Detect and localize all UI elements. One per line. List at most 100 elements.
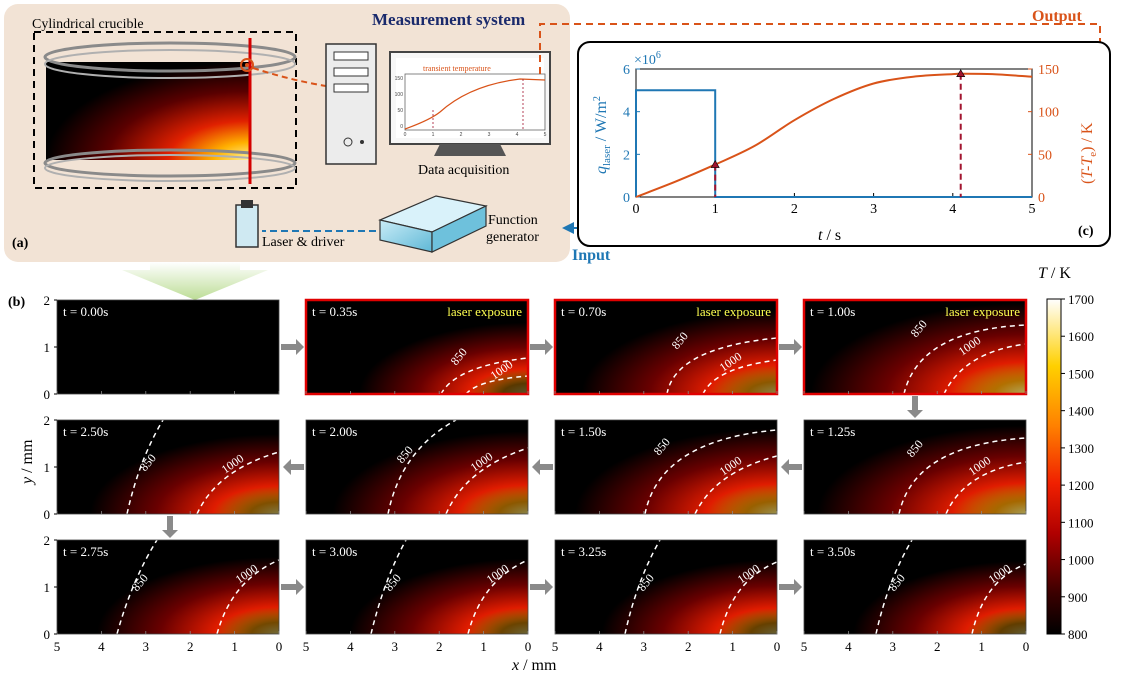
laser-device: [235, 200, 259, 248]
panel-a-label: (a): [12, 236, 29, 251]
y-tick-label: 1: [44, 580, 51, 595]
monitor-y-tick: 50: [397, 108, 403, 114]
monitor-x-tick: 1: [432, 132, 435, 138]
snapshot-time: t = 1.25s: [810, 424, 855, 439]
flow-arrow: [779, 579, 802, 595]
snapshot-time: t = 3.50s: [810, 544, 855, 559]
colorbar-tick-label: 1200: [1068, 478, 1094, 493]
heatmap-field: [306, 300, 528, 394]
contour-850: [370, 539, 407, 635]
x-tick-label: 1: [729, 639, 736, 654]
monitor-y-tick: 0: [400, 124, 403, 130]
x-tick-label: 4: [596, 639, 603, 654]
monitor-x-tick: 3: [488, 132, 491, 138]
right-tick-label: 150: [1038, 63, 1059, 78]
contour-1000: [216, 559, 280, 635]
contour-1000: [719, 561, 778, 635]
x-tick-label: 3: [890, 639, 897, 654]
y-tick-label: 1: [44, 340, 51, 355]
x-tick-label: 1: [231, 639, 238, 654]
heatmap-frame: [803, 539, 1027, 635]
colorbar-tick-label: 1000: [1068, 553, 1094, 568]
contour-850: [903, 324, 1027, 395]
contour-850: [624, 539, 661, 635]
contour-1000: [196, 451, 280, 515]
heatmap-field: [555, 300, 777, 394]
monitor-y-tick: 100: [395, 92, 404, 98]
data-acquisition-label: Data acquisition: [418, 163, 509, 178]
probe-target-dot: [245, 63, 249, 67]
flow-arrow: [281, 339, 304, 355]
x-tick-label: 4: [347, 639, 354, 654]
left-tick-label: 0: [623, 191, 630, 206]
snapshot-time: t = 0.35s: [312, 304, 357, 319]
output-flow-line: [539, 23, 1106, 74]
y-tick-label: 2: [44, 293, 51, 308]
y-tick-label: 0: [44, 627, 51, 642]
left-axis-multiplier: ×106: [634, 50, 661, 68]
heatmap-frame: [305, 539, 529, 635]
x-tick-label: 1: [978, 639, 985, 654]
contour-1000: [694, 455, 778, 515]
y-tick-label: 2: [44, 413, 51, 428]
y-tick-label: 2: [44, 533, 51, 548]
flow-arrow: [281, 579, 304, 595]
x-tick-label: 2: [791, 202, 798, 217]
heatmap-frame: [305, 419, 529, 515]
snapshot-time: t = 2.75s: [63, 544, 108, 559]
laser-frame: [553, 298, 779, 396]
snapshot-time: t = 2.50s: [63, 424, 108, 439]
monitor-title: transient temperature: [423, 64, 491, 73]
heatmap-frame: [554, 419, 778, 515]
laser-frame: [304, 298, 530, 396]
x-tick-label: 5: [801, 639, 808, 654]
flow-arrow: [532, 459, 553, 475]
heatmap-field: [555, 420, 777, 514]
monitor-x-tick: 4: [516, 132, 519, 138]
flow-arrow: [530, 579, 553, 595]
funnel-arrow: [122, 262, 268, 300]
snapshot-time: t = 2.00s: [312, 424, 357, 439]
snapshot-time: t = 3.00s: [312, 544, 357, 559]
function-generator-device: [378, 195, 488, 253]
crucible-rim-inner: [44, 49, 296, 79]
snapshot-time: t = 1.50s: [561, 424, 606, 439]
crucible-base: [43, 148, 297, 178]
x-tick-label: 3: [392, 639, 399, 654]
contour-1000: [971, 563, 1027, 635]
heatmap-field: [804, 540, 1026, 634]
heatmap-panel: t = 0.00s: [56, 299, 280, 395]
x-tick-label: 2: [934, 639, 941, 654]
panel-b-x-label: x / mm: [511, 657, 557, 674]
flow-arrow: [162, 516, 178, 538]
x-tick-label: 4: [949, 202, 956, 217]
flow-arrow: [283, 459, 304, 475]
x-tick-label: 1: [712, 202, 719, 217]
monitor-curve: [404, 78, 546, 130]
panel-a: Cylindrical crucible (a) Measurement sys…: [4, 4, 570, 300]
right-tick-label: 0: [1038, 191, 1045, 206]
colorbar-gradient: [1046, 298, 1062, 635]
contour-1000: [945, 461, 1027, 515]
crucible-base-inner: [44, 154, 296, 182]
input-label: Input: [572, 247, 611, 264]
right-tick-label: 50: [1038, 148, 1052, 163]
colorbar-title: T / K: [1038, 265, 1071, 282]
x-tick-label: 5: [54, 639, 61, 654]
heatmap-background: [57, 300, 279, 394]
x-tick-label: 4: [98, 639, 105, 654]
heatmap-field: [306, 420, 528, 514]
x-tick-label: 2: [187, 639, 194, 654]
colorbar-tick-label: 800: [1068, 627, 1088, 642]
colorbar-tick-label: 1500: [1068, 366, 1094, 381]
panel-b-label: (b): [8, 295, 25, 310]
flow-arrow: [530, 339, 553, 355]
monitor-stand: [434, 144, 506, 156]
